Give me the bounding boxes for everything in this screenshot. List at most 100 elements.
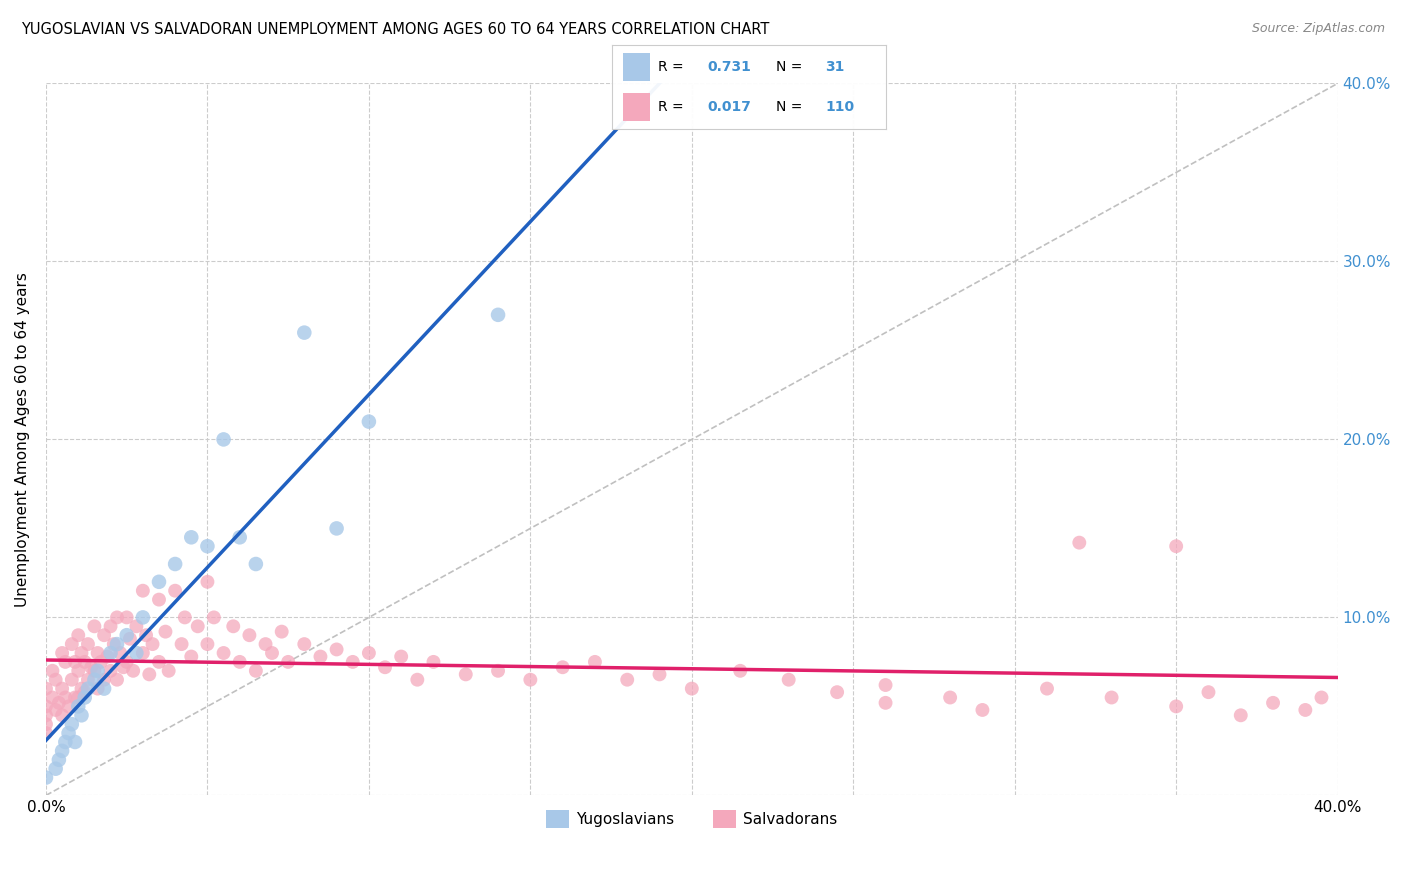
Point <box>48 696 70 710</box>
Point <box>45 762 67 776</box>
Point <box>35 726 58 740</box>
Text: 0.017: 0.017 <box>707 100 751 114</box>
Point <box>115 655 138 669</box>
Point <box>180 530 202 544</box>
Point <box>357 415 380 429</box>
Point <box>357 646 380 660</box>
Point <box>60 673 83 687</box>
Point <box>35 681 58 696</box>
Point <box>292 326 315 340</box>
FancyBboxPatch shape <box>623 93 650 120</box>
Point <box>100 664 122 678</box>
Point <box>103 637 125 651</box>
Point <box>93 628 115 642</box>
Text: 31: 31 <box>825 60 845 74</box>
Point <box>1101 690 1123 705</box>
Point <box>70 681 93 696</box>
Text: N =: N = <box>776 100 807 114</box>
Point <box>77 681 100 696</box>
Point <box>53 735 76 749</box>
Point <box>825 685 848 699</box>
Point <box>157 664 180 678</box>
Point <box>202 610 225 624</box>
Point <box>51 646 73 660</box>
Point <box>212 433 235 447</box>
Point <box>173 610 195 624</box>
Point <box>100 646 122 660</box>
Point <box>115 610 138 624</box>
Point <box>63 655 86 669</box>
Point <box>125 646 148 660</box>
Point <box>67 699 90 714</box>
Point <box>197 637 219 651</box>
Text: Source: ZipAtlas.com: Source: ZipAtlas.com <box>1251 22 1385 36</box>
Point <box>67 664 90 678</box>
Point <box>148 592 170 607</box>
Y-axis label: Unemployment Among Ages 60 to 64 years: Unemployment Among Ages 60 to 64 years <box>15 272 30 607</box>
Point <box>551 660 574 674</box>
Point <box>374 660 396 674</box>
Point <box>875 696 897 710</box>
Point <box>406 673 429 687</box>
Point <box>105 673 128 687</box>
Point <box>486 664 509 678</box>
Point <box>53 655 76 669</box>
Point <box>105 610 128 624</box>
Point <box>45 703 67 717</box>
Point <box>51 708 73 723</box>
Point <box>63 690 86 705</box>
Point <box>222 619 245 633</box>
Point <box>270 624 292 639</box>
Point <box>1310 690 1333 705</box>
Point <box>1229 708 1251 723</box>
Point <box>245 664 267 678</box>
Point <box>170 637 193 651</box>
Point <box>73 685 96 699</box>
Point <box>100 619 122 633</box>
Point <box>778 673 800 687</box>
Point <box>70 708 93 723</box>
Point <box>105 637 128 651</box>
Point <box>228 530 250 544</box>
Point <box>277 655 299 669</box>
Point <box>238 628 260 642</box>
Text: YUGOSLAVIAN VS SALVADORAN UNEMPLOYMENT AMONG AGES 60 TO 64 YEARS CORRELATION CHA: YUGOSLAVIAN VS SALVADORAN UNEMPLOYMENT A… <box>21 22 769 37</box>
Point <box>292 637 315 651</box>
Point <box>67 628 90 642</box>
Point <box>35 708 58 723</box>
Point <box>58 699 80 714</box>
Text: 110: 110 <box>825 100 855 114</box>
Point <box>519 673 541 687</box>
Point <box>148 574 170 589</box>
Point <box>35 771 58 785</box>
Point <box>245 557 267 571</box>
Point <box>122 664 145 678</box>
Point <box>681 681 703 696</box>
Point <box>197 539 219 553</box>
Point <box>148 655 170 669</box>
Point <box>83 664 105 678</box>
Point <box>41 690 63 705</box>
Point <box>60 637 83 651</box>
Point <box>35 699 58 714</box>
Point <box>180 649 202 664</box>
Point <box>454 667 477 681</box>
Point <box>1166 699 1188 714</box>
Point <box>51 744 73 758</box>
Point <box>1294 703 1316 717</box>
Point <box>83 619 105 633</box>
Point <box>45 673 67 687</box>
Point <box>1166 539 1188 553</box>
Point <box>93 673 115 687</box>
Point <box>35 717 58 731</box>
Point <box>53 690 76 705</box>
Point <box>86 646 108 660</box>
Point <box>110 646 132 660</box>
Point <box>165 557 187 571</box>
Point <box>1036 681 1059 696</box>
Legend: Yugoslavians, Salvadorans: Yugoslavians, Salvadorans <box>540 805 844 834</box>
Point <box>132 583 155 598</box>
Point <box>309 649 332 664</box>
Point <box>187 619 209 633</box>
Point <box>342 655 364 669</box>
